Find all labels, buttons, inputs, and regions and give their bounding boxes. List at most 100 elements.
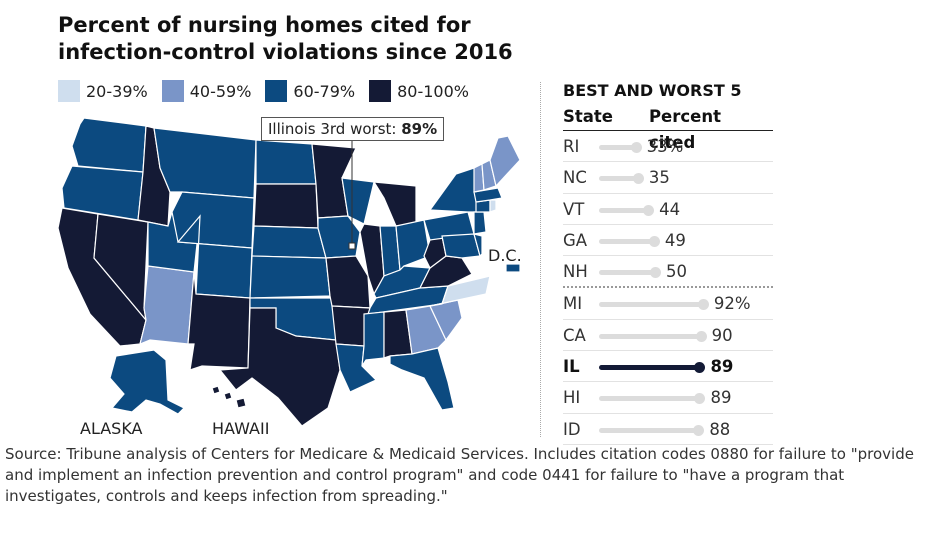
panel-rows: RI 33% NC 35 VT 44 GA 49 NH 50 MI 92% CA 90 IL 89 HI 89 ID… bbox=[563, 131, 773, 445]
legend-label: 80-100% bbox=[397, 81, 469, 101]
state-tx bbox=[218, 307, 341, 427]
row-bar bbox=[599, 333, 702, 339]
row-value: 92% bbox=[713, 294, 751, 314]
panel-row: NC 35 bbox=[563, 162, 773, 194]
row-bar-dot bbox=[697, 299, 709, 311]
callout-value: 89% bbox=[401, 120, 438, 138]
legend-label: 40-59% bbox=[189, 81, 252, 101]
legend-swatch bbox=[265, 80, 288, 102]
state-wa bbox=[71, 117, 147, 173]
row-value: 88 bbox=[709, 419, 731, 439]
state-ri bbox=[489, 199, 497, 213]
state-mt bbox=[153, 127, 257, 199]
map-label-alaska: ALASKA bbox=[80, 419, 143, 438]
row-bar-dot bbox=[694, 393, 706, 405]
legend-label: 20-39% bbox=[86, 81, 148, 101]
state-me bbox=[489, 135, 521, 188]
row-bar-dot bbox=[650, 267, 661, 279]
row-bar bbox=[599, 396, 701, 402]
row-state: NH bbox=[563, 262, 588, 282]
row-state: GA bbox=[563, 230, 588, 250]
row-state: NC bbox=[563, 168, 587, 188]
legend-item: 20-39% bbox=[58, 80, 148, 102]
panel-row: VT 44 bbox=[563, 194, 773, 225]
row-bar bbox=[599, 365, 701, 371]
state-md bbox=[441, 233, 481, 259]
row-value: 89 bbox=[710, 388, 732, 408]
state-nd bbox=[255, 139, 317, 185]
row-bar bbox=[599, 238, 655, 244]
row-value: 35 bbox=[648, 168, 670, 188]
map-label-hawaii: HAWAII bbox=[212, 419, 269, 438]
row-state: RI bbox=[563, 137, 580, 156]
panel-row: NH 50 bbox=[563, 256, 773, 289]
row-bar-dot bbox=[630, 142, 642, 153]
panel-header: State Percent cited bbox=[563, 104, 773, 152]
row-bar bbox=[599, 302, 704, 308]
state-fl bbox=[389, 347, 455, 411]
panel-row: GA 49 bbox=[563, 225, 773, 257]
row-bar-dot bbox=[648, 235, 660, 247]
row-bar-dot bbox=[693, 424, 705, 436]
row-state: HI bbox=[563, 388, 581, 408]
row-bar-dot bbox=[643, 204, 655, 216]
state-hi-3 bbox=[235, 397, 247, 409]
row-bar bbox=[599, 145, 637, 150]
source-note: Source: Tribune analysis of Centers for … bbox=[5, 445, 914, 505]
row-value: 90 bbox=[711, 325, 733, 345]
panel-row: MI 92% bbox=[563, 288, 773, 320]
col-header-state: State bbox=[563, 107, 613, 126]
state-hi-2 bbox=[223, 391, 233, 401]
state-ks bbox=[249, 255, 331, 299]
us-choropleth-map: D.C. ALASKA HAWAII bbox=[57, 117, 522, 438]
panel-row: CA 90 bbox=[563, 320, 773, 352]
row-bar-dot bbox=[632, 173, 644, 185]
panel-row: RI 33% bbox=[563, 131, 773, 163]
row-value: 33% bbox=[646, 137, 684, 156]
row-state: VT bbox=[563, 199, 585, 219]
row-bar bbox=[599, 207, 650, 213]
legend-swatch bbox=[58, 80, 80, 102]
state-dc bbox=[505, 263, 521, 273]
row-bar bbox=[599, 427, 700, 433]
legend-swatch bbox=[369, 80, 392, 102]
legend-label: 60-79% bbox=[293, 81, 356, 101]
row-value: 50 bbox=[666, 262, 687, 282]
state-ia bbox=[317, 215, 361, 259]
legend: 20-39% 40-59% 60-79% 80-100% bbox=[58, 80, 469, 102]
state-hi bbox=[211, 385, 221, 395]
panel-row: ID 88 bbox=[563, 414, 773, 445]
state-ne bbox=[251, 225, 327, 259]
row-bar bbox=[599, 270, 656, 276]
panel-title: BEST AND WORST 5 bbox=[563, 81, 742, 100]
state-mo bbox=[325, 255, 371, 309]
row-value: 89 bbox=[710, 357, 734, 377]
legend-item: 60-79% bbox=[265, 80, 355, 102]
state-nj bbox=[473, 211, 487, 235]
legend-item: 40-59% bbox=[161, 80, 252, 102]
state-oh bbox=[395, 219, 431, 272]
row-state: CA bbox=[563, 325, 586, 345]
state-mi bbox=[372, 181, 417, 227]
row-state: MI bbox=[563, 294, 583, 314]
state-ak bbox=[109, 349, 186, 415]
col-header-percent: Percent cited bbox=[648, 107, 721, 152]
row-value: 49 bbox=[664, 230, 686, 250]
legend-item: 80-100% bbox=[369, 80, 469, 102]
legend-swatch bbox=[161, 80, 184, 102]
state-ms bbox=[361, 311, 385, 367]
panel-row: IL 89 bbox=[563, 351, 773, 383]
row-bar-dot bbox=[694, 362, 706, 374]
callout-marker bbox=[348, 242, 356, 250]
map-label-dc: D.C. bbox=[488, 246, 522, 265]
state-ga bbox=[405, 305, 447, 355]
row-bar-dot bbox=[695, 330, 707, 342]
best-worst-panel: BEST AND WORST 5 State Percent cited RI 3… bbox=[563, 80, 773, 445]
chart-title: Percent of nursing homes cited for infec… bbox=[58, 13, 513, 64]
row-value: 44 bbox=[659, 199, 681, 219]
state-ma bbox=[473, 187, 503, 203]
state-az bbox=[139, 265, 195, 345]
callout-label: Illinois 3rd worst: bbox=[268, 120, 397, 138]
row-bar bbox=[599, 176, 639, 182]
state-de bbox=[473, 233, 483, 258]
